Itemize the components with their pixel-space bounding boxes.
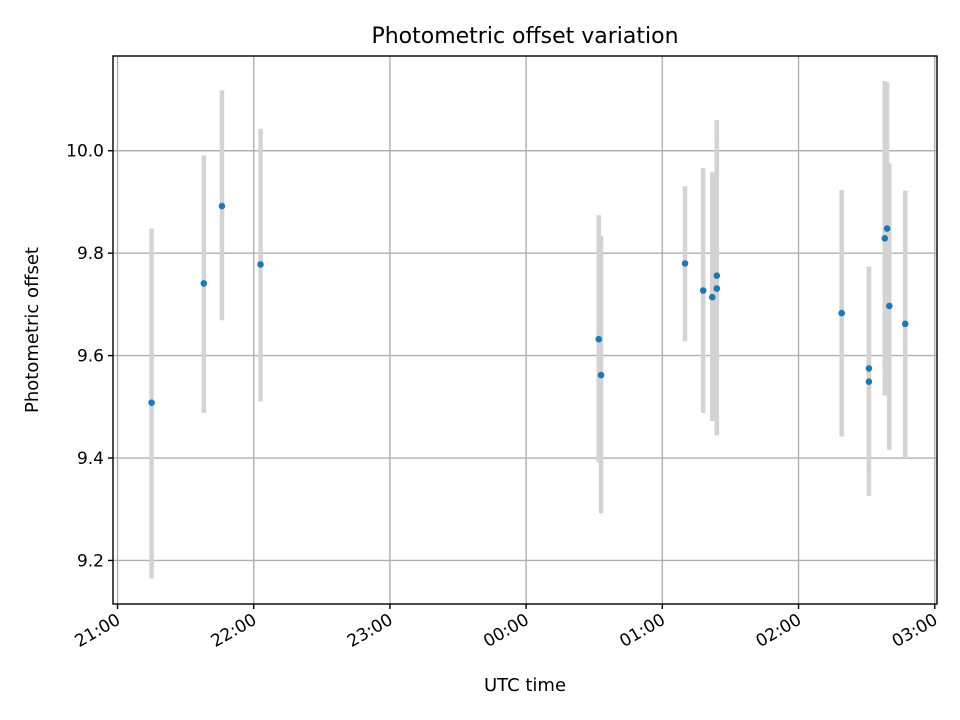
data-point — [883, 225, 891, 232]
y-tick-label: 9.4 — [77, 449, 104, 469]
data-point — [681, 260, 689, 267]
y-tick-label: 10.0 — [66, 142, 104, 162]
data-point — [148, 399, 155, 407]
x-tick-label: 23:00 — [344, 610, 396, 652]
data-point — [218, 202, 226, 210]
y-tick-label: 9.6 — [77, 347, 104, 367]
data-point — [257, 261, 264, 268]
data-point — [200, 280, 208, 287]
data-point — [886, 302, 893, 310]
data-point — [595, 335, 603, 343]
y-axis-label: Photometric offset — [22, 247, 43, 413]
data-point — [881, 235, 889, 242]
y-tick-layer: 9.2 9.4 9.6 9.8 10.0 — [66, 142, 113, 571]
x-tick-label: 21:00 — [72, 610, 124, 652]
plot-frame — [112, 55, 938, 605]
x-axis-label: UTC time — [484, 675, 566, 696]
data-point — [713, 272, 721, 280]
x-tick-label: 02:00 — [753, 610, 805, 652]
data-point — [838, 309, 845, 317]
y-tick-label: 9.8 — [77, 244, 104, 264]
errorbar-layer — [149, 81, 908, 579]
point-layer — [148, 202, 909, 407]
data-point — [708, 293, 716, 301]
data-point — [865, 378, 873, 386]
x-tick-label: 00:00 — [480, 610, 532, 652]
data-point — [699, 287, 707, 294]
data-point — [597, 371, 605, 379]
data-point — [865, 365, 873, 372]
chart-title: Photometric offset variation — [371, 24, 678, 49]
grid-layer — [113, 56, 937, 604]
data-point — [713, 285, 721, 292]
x-tick-label: 01:00 — [616, 610, 668, 652]
x-tick-label: 03:00 — [889, 610, 941, 652]
y-tick-label: 9.2 — [77, 551, 104, 571]
x-tick-label: 22:00 — [208, 610, 260, 652]
data-point — [901, 320, 909, 328]
x-tick-layer: 21:00 22:00 23:00 00:00 01:00 02:00 03:00 — [72, 604, 941, 652]
